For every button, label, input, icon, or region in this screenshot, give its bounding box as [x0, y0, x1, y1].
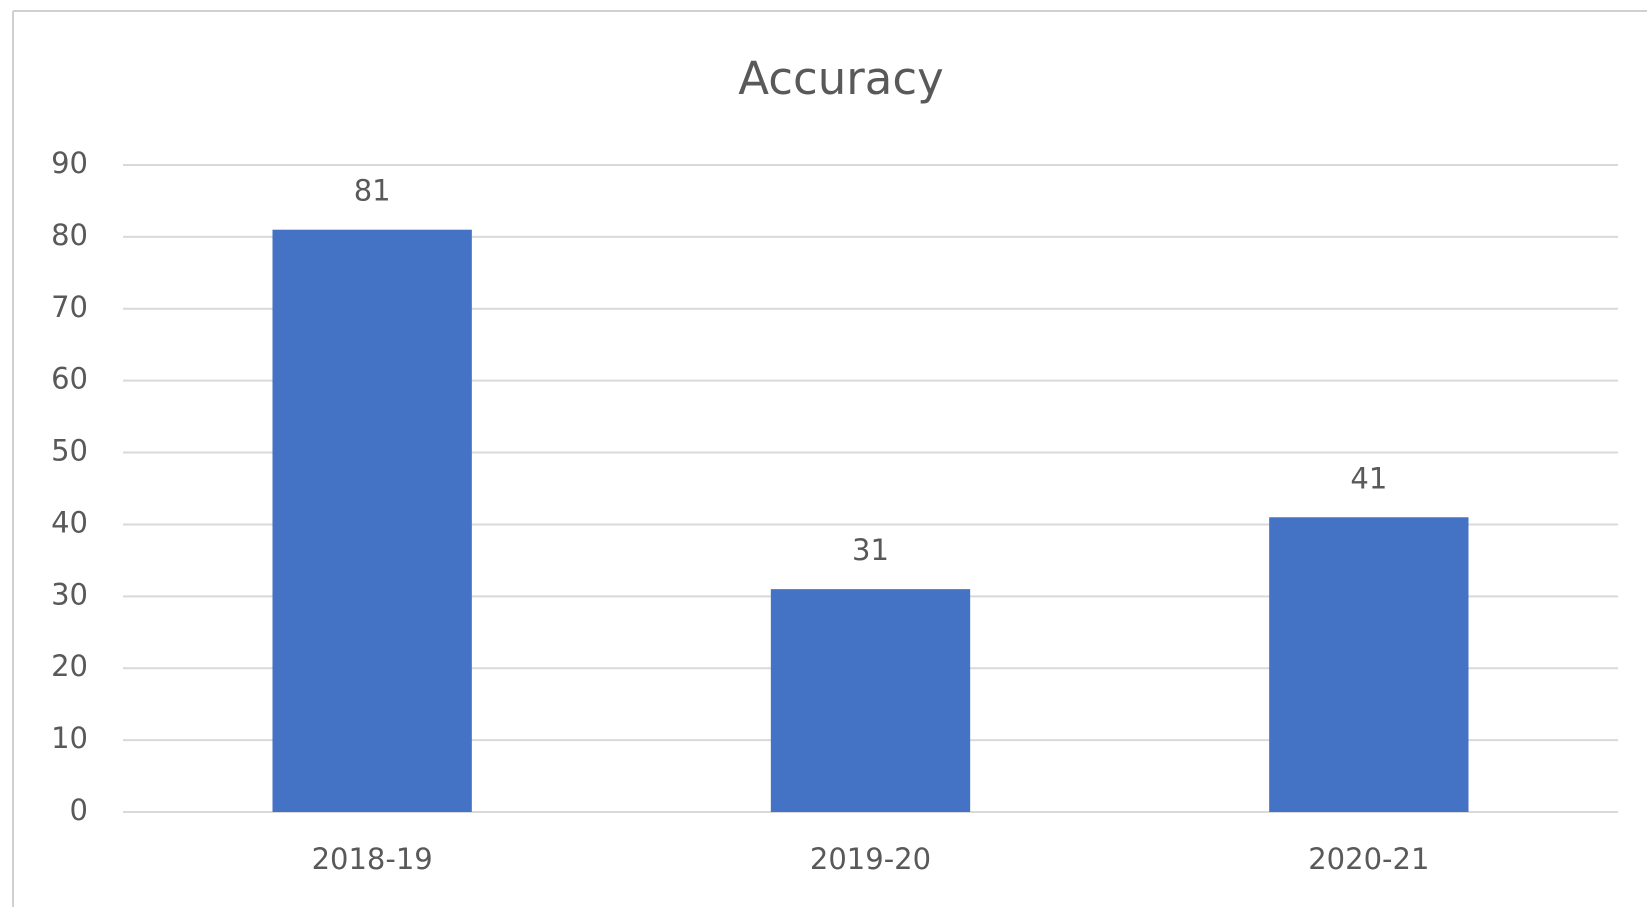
- y-tick-label: 50: [51, 434, 88, 468]
- y-tick-label: 90: [51, 146, 88, 180]
- y-tick-label: 80: [51, 218, 88, 252]
- bar: [1269, 517, 1469, 812]
- y-tick-label: 70: [51, 290, 88, 324]
- y-tick-label: 60: [51, 362, 88, 396]
- bar: [770, 589, 971, 812]
- data-label: 31: [852, 533, 889, 567]
- y-tick-label: 10: [51, 721, 88, 755]
- y-tick-label: 20: [51, 649, 88, 683]
- data-label: 81: [354, 174, 391, 208]
- chart-title: Accuracy: [738, 52, 943, 105]
- x-tick-label: 2018-19: [312, 842, 433, 876]
- x-tick-label: 2020-21: [1308, 842, 1429, 876]
- y-tick-label: 0: [70, 793, 88, 827]
- bar: [272, 229, 472, 812]
- x-tick-label: 2019-20: [810, 842, 931, 876]
- y-tick-label: 40: [51, 505, 88, 539]
- data-label: 41: [1350, 461, 1387, 495]
- y-tick-label: 30: [51, 577, 88, 611]
